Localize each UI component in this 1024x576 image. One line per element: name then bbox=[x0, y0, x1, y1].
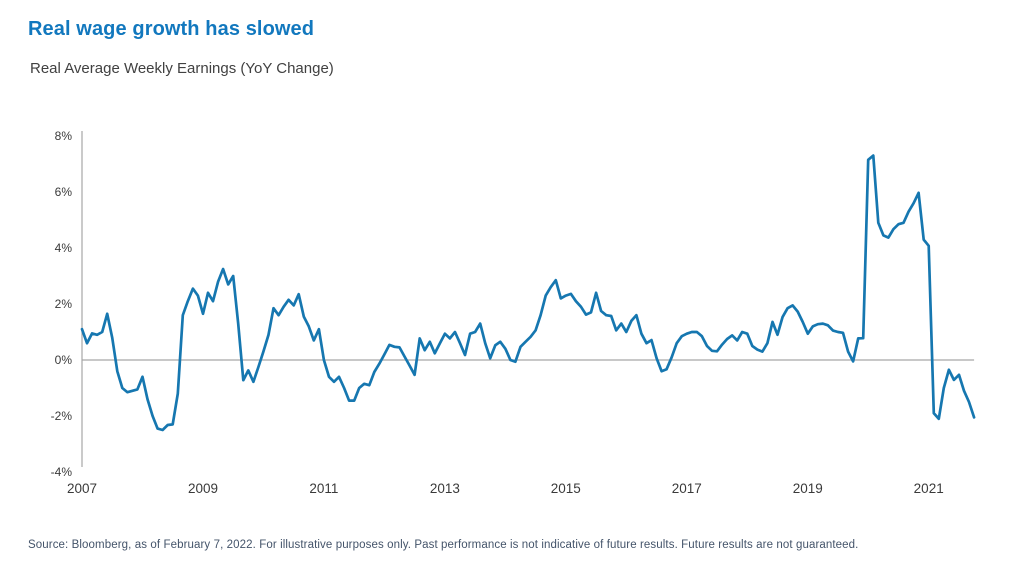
y-axis-labels: 8% 6% 4% 2% 0% -2% -4% bbox=[51, 129, 73, 479]
y-tick-label: 2% bbox=[55, 297, 73, 311]
x-tick-label: 2017 bbox=[672, 481, 702, 496]
source-note: Source: Bloomberg, as of February 7, 202… bbox=[28, 539, 859, 551]
y-tick-label: -4% bbox=[51, 465, 73, 479]
x-tick-label: 2021 bbox=[914, 481, 944, 496]
x-tick-label: 2007 bbox=[67, 481, 97, 496]
x-tick-label: 2015 bbox=[551, 481, 581, 496]
y-tick-label: 6% bbox=[55, 185, 73, 199]
x-tick-label: 2009 bbox=[188, 481, 218, 496]
data-line-series bbox=[80, 154, 976, 432]
x-tick-label: 2019 bbox=[793, 481, 823, 496]
y-tick-label: 0% bbox=[55, 353, 73, 367]
chart-subtitle: Real Average Weekly Earnings (YoY Change… bbox=[30, 60, 334, 77]
x-tick-label: 2013 bbox=[430, 481, 460, 496]
y-tick-label: 4% bbox=[55, 241, 73, 255]
y-tick-label: 8% bbox=[55, 129, 73, 143]
y-tick-label: -2% bbox=[51, 409, 73, 423]
x-tick-label: 2011 bbox=[309, 481, 338, 496]
page-title: Real wage growth has slowed bbox=[28, 18, 315, 40]
x-axis-labels: 2007 2009 2011 2013 2015 2017 2019 2021 bbox=[67, 481, 944, 496]
